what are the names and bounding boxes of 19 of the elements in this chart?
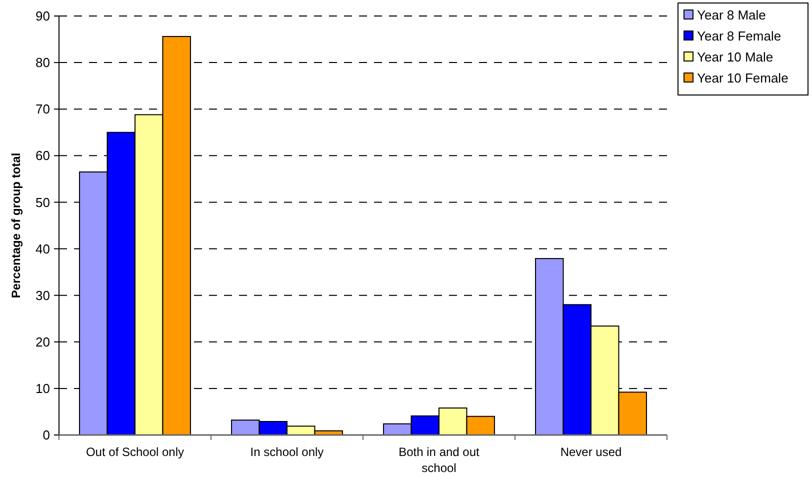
- y-tick-label: 80: [36, 55, 50, 70]
- y-tick-label: 40: [36, 241, 50, 256]
- y-tick-label: 20: [36, 334, 50, 350]
- x-tick-label: In school only: [250, 445, 324, 459]
- y-tick-label: 90: [36, 8, 50, 24]
- legend-label: Year 10 Male: [697, 50, 774, 65]
- legend-label: Year 10 Female: [697, 70, 788, 86]
- y-tick-label: 30: [36, 288, 50, 303]
- legend-label: Year 8 Male: [697, 8, 766, 23]
- x-tick-label: Never used: [560, 445, 622, 459]
- x-tick-label: Both in and out school: [398, 445, 480, 475]
- y-tick-label: 10: [36, 380, 50, 396]
- y-tick-label: 50: [36, 194, 50, 210]
- y-tick-label: 0: [42, 428, 50, 443]
- x-tick-label: Out of School only: [86, 445, 184, 459]
- y-tick-label: 70: [36, 102, 50, 117]
- y-tick-label: 60: [36, 148, 50, 164]
- y-axis-title: Percentage of group total: [9, 152, 23, 298]
- legend-label: Year 8 Female: [697, 28, 782, 44]
